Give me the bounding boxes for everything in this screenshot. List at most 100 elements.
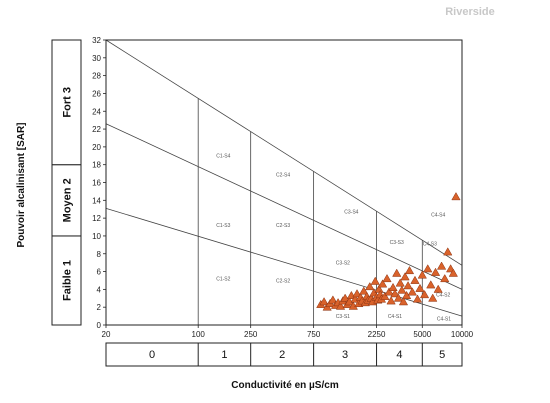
data-point <box>382 273 392 283</box>
data-point <box>404 265 415 275</box>
y-tick-label: 12 <box>92 214 101 223</box>
y-tick-label: 18 <box>92 161 101 170</box>
data-point <box>440 273 450 283</box>
data-point <box>319 297 329 306</box>
y-tick-label: 14 <box>92 196 101 205</box>
y-tick-label: 10 <box>92 232 101 241</box>
data-point <box>423 264 433 273</box>
data-point <box>451 192 461 201</box>
x-axis-title: Conductivité en µS/cm <box>231 380 339 391</box>
data-point <box>407 287 417 296</box>
region-label: C4-S1 <box>437 317 451 323</box>
y-tick-label: 16 <box>92 179 101 188</box>
y-tick-label: 24 <box>92 107 101 116</box>
data-point <box>436 261 447 270</box>
data-point <box>390 289 400 298</box>
x-tick-label: 2250 <box>368 330 386 339</box>
region-label: C1-S3 <box>216 223 230 229</box>
x-tick-label: 5000 <box>413 330 431 339</box>
data-point <box>410 275 420 284</box>
data-point <box>380 291 390 300</box>
riverside-label: Riverside <box>445 6 495 18</box>
region-label: C4-S2 <box>436 293 450 299</box>
data-point <box>359 286 369 295</box>
region-label: C2-S3 <box>276 223 290 229</box>
region-label: C1-S4 <box>216 154 230 160</box>
alkalinity-band-label: Faible 1 <box>62 260 74 301</box>
data-point <box>388 282 398 291</box>
data-point <box>426 280 436 289</box>
data-points <box>316 192 461 311</box>
data-point <box>340 293 350 302</box>
salinity-class-label: 3 <box>342 349 348 361</box>
data-point <box>384 287 394 296</box>
y-tick-label: 20 <box>92 143 101 152</box>
data-point <box>370 276 380 285</box>
data-point <box>328 295 338 304</box>
region-label: C2-S2 <box>276 278 290 284</box>
region-label: C2-S4 <box>276 172 290 178</box>
region-label: C4-S4 <box>431 212 445 218</box>
y-tick-label: 22 <box>92 125 101 134</box>
data-point <box>419 290 430 299</box>
y-axis-title: Pouvoir alcalinisant [SAR] <box>16 122 27 247</box>
salinity-class-label: 1 <box>221 349 227 361</box>
data-point <box>417 270 427 279</box>
x-tick-label: 100 <box>192 330 206 339</box>
data-point <box>443 247 453 256</box>
boundary-line <box>105 39 463 266</box>
data-point <box>433 284 443 293</box>
data-point <box>377 279 388 288</box>
region-label: C3-S1 <box>336 314 350 320</box>
data-point <box>386 296 396 305</box>
salinity-classes: 0 1 2 3 4 5 <box>105 342 463 367</box>
y-tick-label: 0 <box>97 321 102 330</box>
data-point <box>412 294 423 303</box>
data-point <box>428 293 438 302</box>
y-tick-label: 2 <box>97 303 102 312</box>
y-tick-label: 26 <box>92 89 101 98</box>
salinity-class-label: 0 <box>149 349 155 361</box>
y-tick-label: 32 <box>92 36 101 45</box>
data-point <box>415 283 425 292</box>
region-label: C4-S1 <box>388 314 402 320</box>
x-tick-labels: 20 100 250 750 2250 5000 10000 <box>102 325 474 339</box>
data-point <box>392 268 402 277</box>
region-label: C3-S2 <box>336 260 350 266</box>
data-point <box>398 297 409 306</box>
alkalinity-bands: Faible 1 Moyen 2 Fort 3 <box>51 39 82 326</box>
data-point <box>448 268 458 277</box>
salinity-class-label: 5 <box>439 349 445 361</box>
salinity-class-label: 4 <box>396 349 402 361</box>
data-point <box>403 281 413 290</box>
y-tick-label: 6 <box>97 268 102 277</box>
x-tick-label: 250 <box>244 330 258 339</box>
alkalinity-band-box <box>51 235 82 326</box>
region-label: C3-S3 <box>390 240 404 246</box>
alkalinity-band-label: Moyen 2 <box>62 178 74 222</box>
data-point <box>395 278 405 287</box>
grid-lines <box>197 98 423 325</box>
x-tick-label: 10000 <box>451 330 474 339</box>
region-label: C3-S4 <box>344 210 358 216</box>
y-tick-label: 4 <box>97 285 102 294</box>
region-label: C1-S2 <box>216 276 230 282</box>
y-tick-label: 8 <box>97 250 102 259</box>
region-labels: C1-S4 C2-S4 C3-S4 C4-S4 C1-S3 C2-S3 C3-S3 C4-S3… <box>216 154 451 323</box>
region-label: C4-S3 <box>423 242 437 248</box>
data-point <box>397 285 407 294</box>
boundary-line <box>105 123 463 290</box>
data-point <box>365 281 375 291</box>
x-tick-label: 750 <box>307 330 321 339</box>
data-point <box>430 267 441 276</box>
data-point <box>335 301 346 310</box>
salinity-class-row <box>105 342 463 367</box>
alkalinity-band-label: Fort 3 <box>62 87 74 118</box>
alkalinity-band-box <box>51 39 82 166</box>
y-tick-label: 28 <box>92 72 101 81</box>
data-point <box>393 293 404 302</box>
x-tick-label: 20 <box>102 330 111 339</box>
y-tick-label: 30 <box>92 54 101 63</box>
